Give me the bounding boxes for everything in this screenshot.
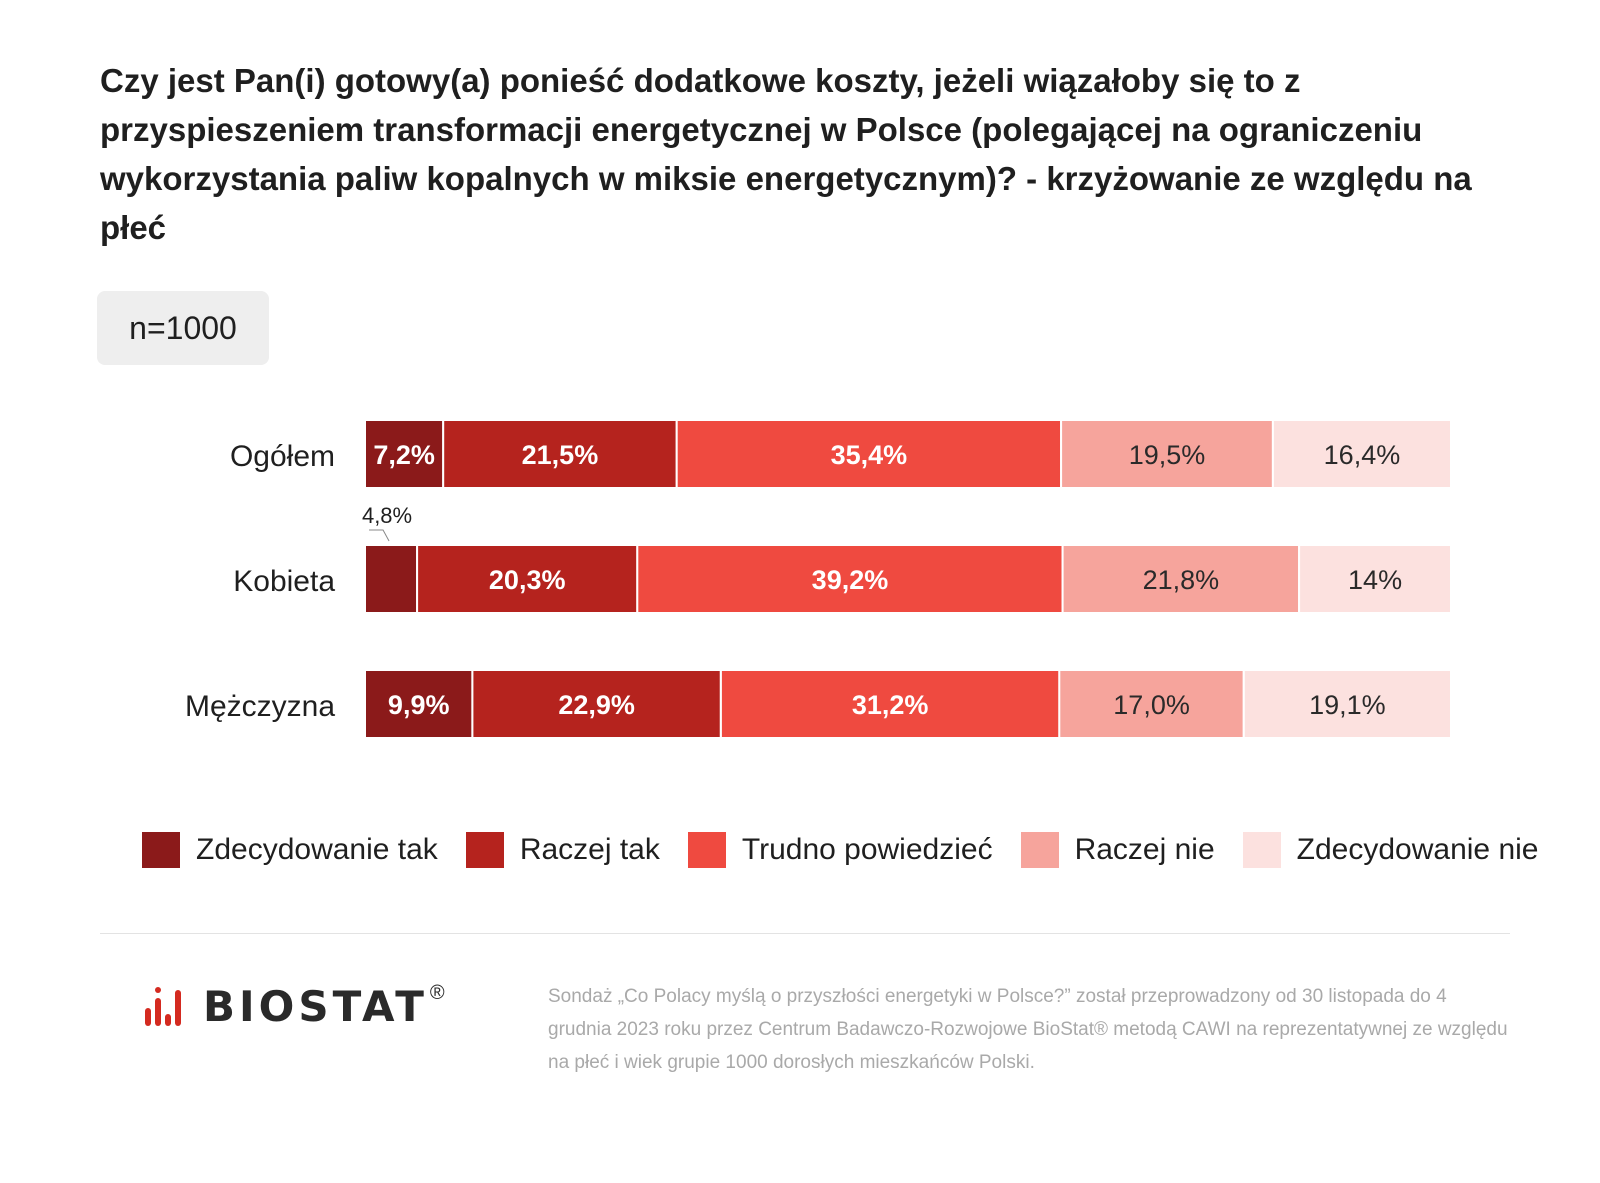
legend-swatch-zdecydowanie-nie: [1242, 832, 1281, 868]
data-label-ogolem-zdecydowanie-nie: 16,4%: [1324, 440, 1401, 470]
legend-swatch-raczej-tak: [465, 832, 504, 868]
data-label-leader-kobieta: [369, 529, 390, 542]
bar-segment-kobieta-zdecydowanie-nie: [1298, 544, 1452, 614]
legend-swatch-zdecydowanie-tak: [142, 832, 180, 868]
sample-size-badge: n=1000: [97, 291, 269, 365]
data-label-kobieta-raczej-nie: 21,8%: [1143, 565, 1220, 595]
legend-label-zdecydowanie-tak: Zdecydowanie tak: [196, 833, 438, 866]
bar-segment-mezczyzna-zdecydowanie-nie: [1242, 669, 1453, 739]
legend-item-zdecydowanie-tak: Zdecydowanie tak: [142, 832, 438, 868]
category-label-kobieta: Kobieta: [233, 565, 335, 598]
data-label-kobieta-raczej-tak: 20,3%: [489, 565, 566, 595]
bar-segment-kobieta-zdecydowanie-tak: [364, 544, 419, 614]
chart-legend: Zdecydowanie tak Raczej tak Trudno powiedz…: [142, 830, 1538, 870]
biostat-logo: BIOSTAT ®: [145, 981, 445, 1031]
data-label-kobieta-trudno-powiedziec: 39,2%: [812, 565, 889, 595]
legend-label-zdecydowanie-nie: Zdecydowanie nie: [1296, 833, 1539, 866]
legend-item-raczej-nie: Raczej nie: [1020, 832, 1215, 868]
category-label-ogolem: Ogółem: [230, 440, 335, 473]
data-label-mezczyzna-zdecydowanie-nie: 19,1%: [1309, 690, 1386, 720]
survey-footnote: Sondaż „Co Polacy myślą o przyszłości en…: [548, 986, 1508, 1073]
bar-segment-ogolem-zdecydowanie-nie: [1271, 419, 1453, 489]
bar-segment-kobieta-trudno-powiedziec: [636, 544, 1064, 614]
bar-segment-kobieta-raczej-nie: [1061, 544, 1301, 614]
category-label-mezczyzna: Mężczyzna: [185, 690, 335, 723]
bar-segment-ogolem-trudno-powiedziec: [675, 419, 1063, 489]
data-label-ogolem-raczej-nie: 19,5%: [1129, 440, 1206, 470]
data-label-mezczyzna-trudno-powiedziec: 31,2%: [852, 690, 929, 720]
registered-mark: ®: [429, 981, 445, 1004]
legend-item-raczej-tak: Raczej tak: [465, 832, 660, 868]
bar-segment-mezczyzna-zdecydowanie-tak: [364, 669, 474, 739]
bar-segment-ogolem-raczej-tak: [442, 419, 678, 489]
legend-label-raczej-tak: Raczej tak: [519, 833, 660, 866]
data-label-ogolem-raczej-tak: 21,5%: [522, 440, 599, 470]
legend-item-trudno-powiedziec: Trudno powiedzieć: [687, 832, 993, 868]
data-label-mezczyzna-raczej-nie: 17,0%: [1113, 690, 1190, 720]
bar-segment-kobieta-raczej-tak: [416, 544, 639, 614]
chart-title: Czy jest Pan(i) gotowy(a) ponieść dodatk…: [100, 62, 1472, 246]
bar-segment-ogolem-zdecydowanie-tak: [364, 419, 445, 489]
biostat-logo-bars-icon: [145, 987, 181, 1026]
data-label-mezczyzna-raczej-tak: 22,9%: [558, 690, 635, 720]
legend-swatch-raczej-nie: [1020, 832, 1059, 868]
legend-item-zdecydowanie-nie: Zdecydowanie nie: [1242, 832, 1539, 868]
bar-segment-mezczyzna-raczej-nie: [1058, 669, 1245, 739]
brand-name: BIOSTAT: [203, 982, 428, 1031]
stacked-bar-chart: Ogółem 7,2% 21,5% 35,4% 19,5% 16,4% Kobieta 4,8…: [185, 419, 1453, 739]
data-label-kobieta-zdecydowanie-nie: 14%: [1348, 565, 1402, 595]
legend-swatch-trudno-powiedziec: [687, 832, 726, 868]
bar-segment-mezczyzna-trudno-powiedziec: [719, 669, 1061, 739]
legend-label-raczej-nie: Raczej nie: [1074, 833, 1215, 866]
legend-label-trudno-powiedziec: Trudno powiedzieć: [741, 833, 993, 866]
data-label-mezczyzna-zdecydowanie-tak: 9,9%: [388, 690, 450, 720]
data-label-ogolem-trudno-powiedziec: 35,4%: [831, 440, 908, 470]
data-label-kobieta-zdecydowanie-tak: 4,8%: [362, 503, 412, 528]
data-label-ogolem-zdecydowanie-tak: 7,2%: [373, 440, 435, 470]
footer-divider: [100, 933, 1510, 934]
